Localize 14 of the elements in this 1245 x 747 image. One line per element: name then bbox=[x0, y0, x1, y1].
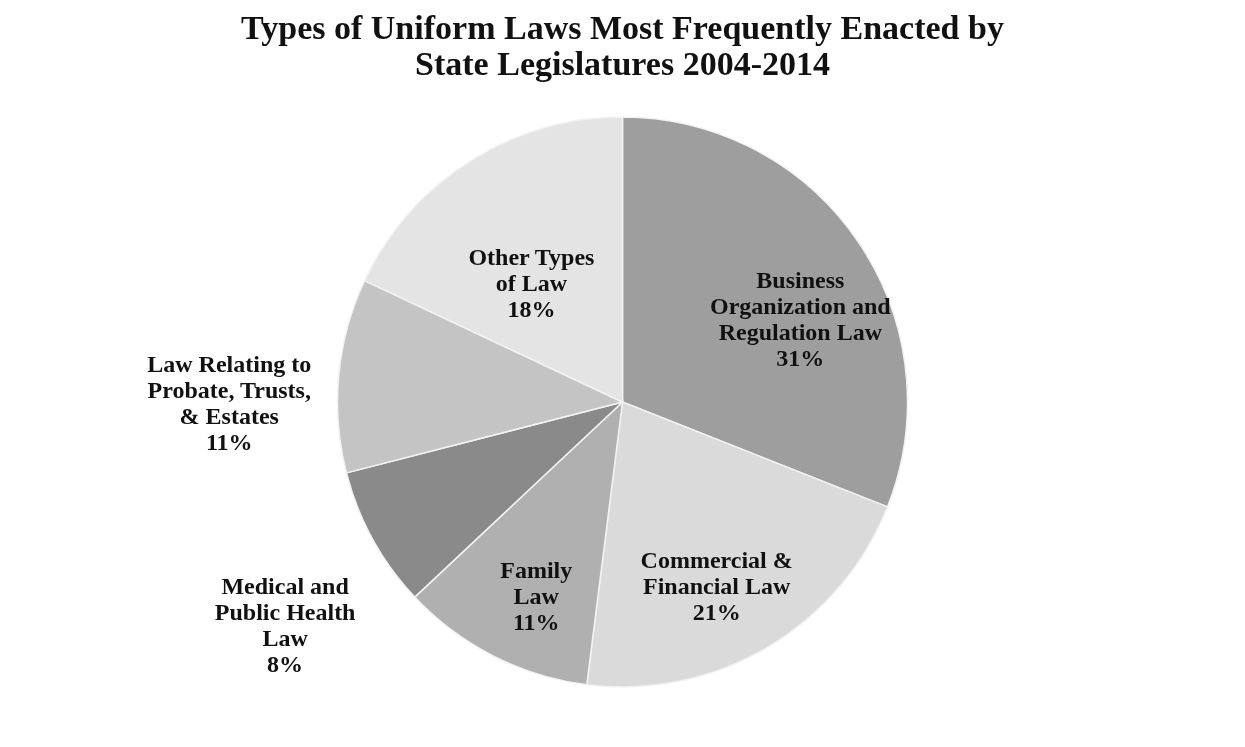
data-label: 11% bbox=[205, 428, 253, 455]
data-label: 8% bbox=[267, 651, 304, 678]
slice-label: Other Types of Law bbox=[468, 244, 595, 297]
slice-label: Law Relating to Probate, Trusts, & Estates bbox=[147, 350, 312, 429]
data-label: 11% bbox=[512, 609, 560, 636]
slice-label: Commercial & Financial Law bbox=[640, 547, 793, 600]
text: State Legislatures 2004-2014 bbox=[415, 45, 830, 82]
data-label: 31% bbox=[776, 345, 825, 372]
slice-label: Medical and Public Health Law bbox=[214, 573, 356, 652]
text: Types of Uniform Laws Most Frequently Enacted by bbox=[241, 9, 1004, 46]
slice-label: Family Law bbox=[500, 557, 573, 610]
data-label: 18% bbox=[507, 296, 556, 323]
slice-label: Business Organization and Regulation Law bbox=[709, 267, 892, 346]
data-label: 21% bbox=[692, 599, 741, 626]
